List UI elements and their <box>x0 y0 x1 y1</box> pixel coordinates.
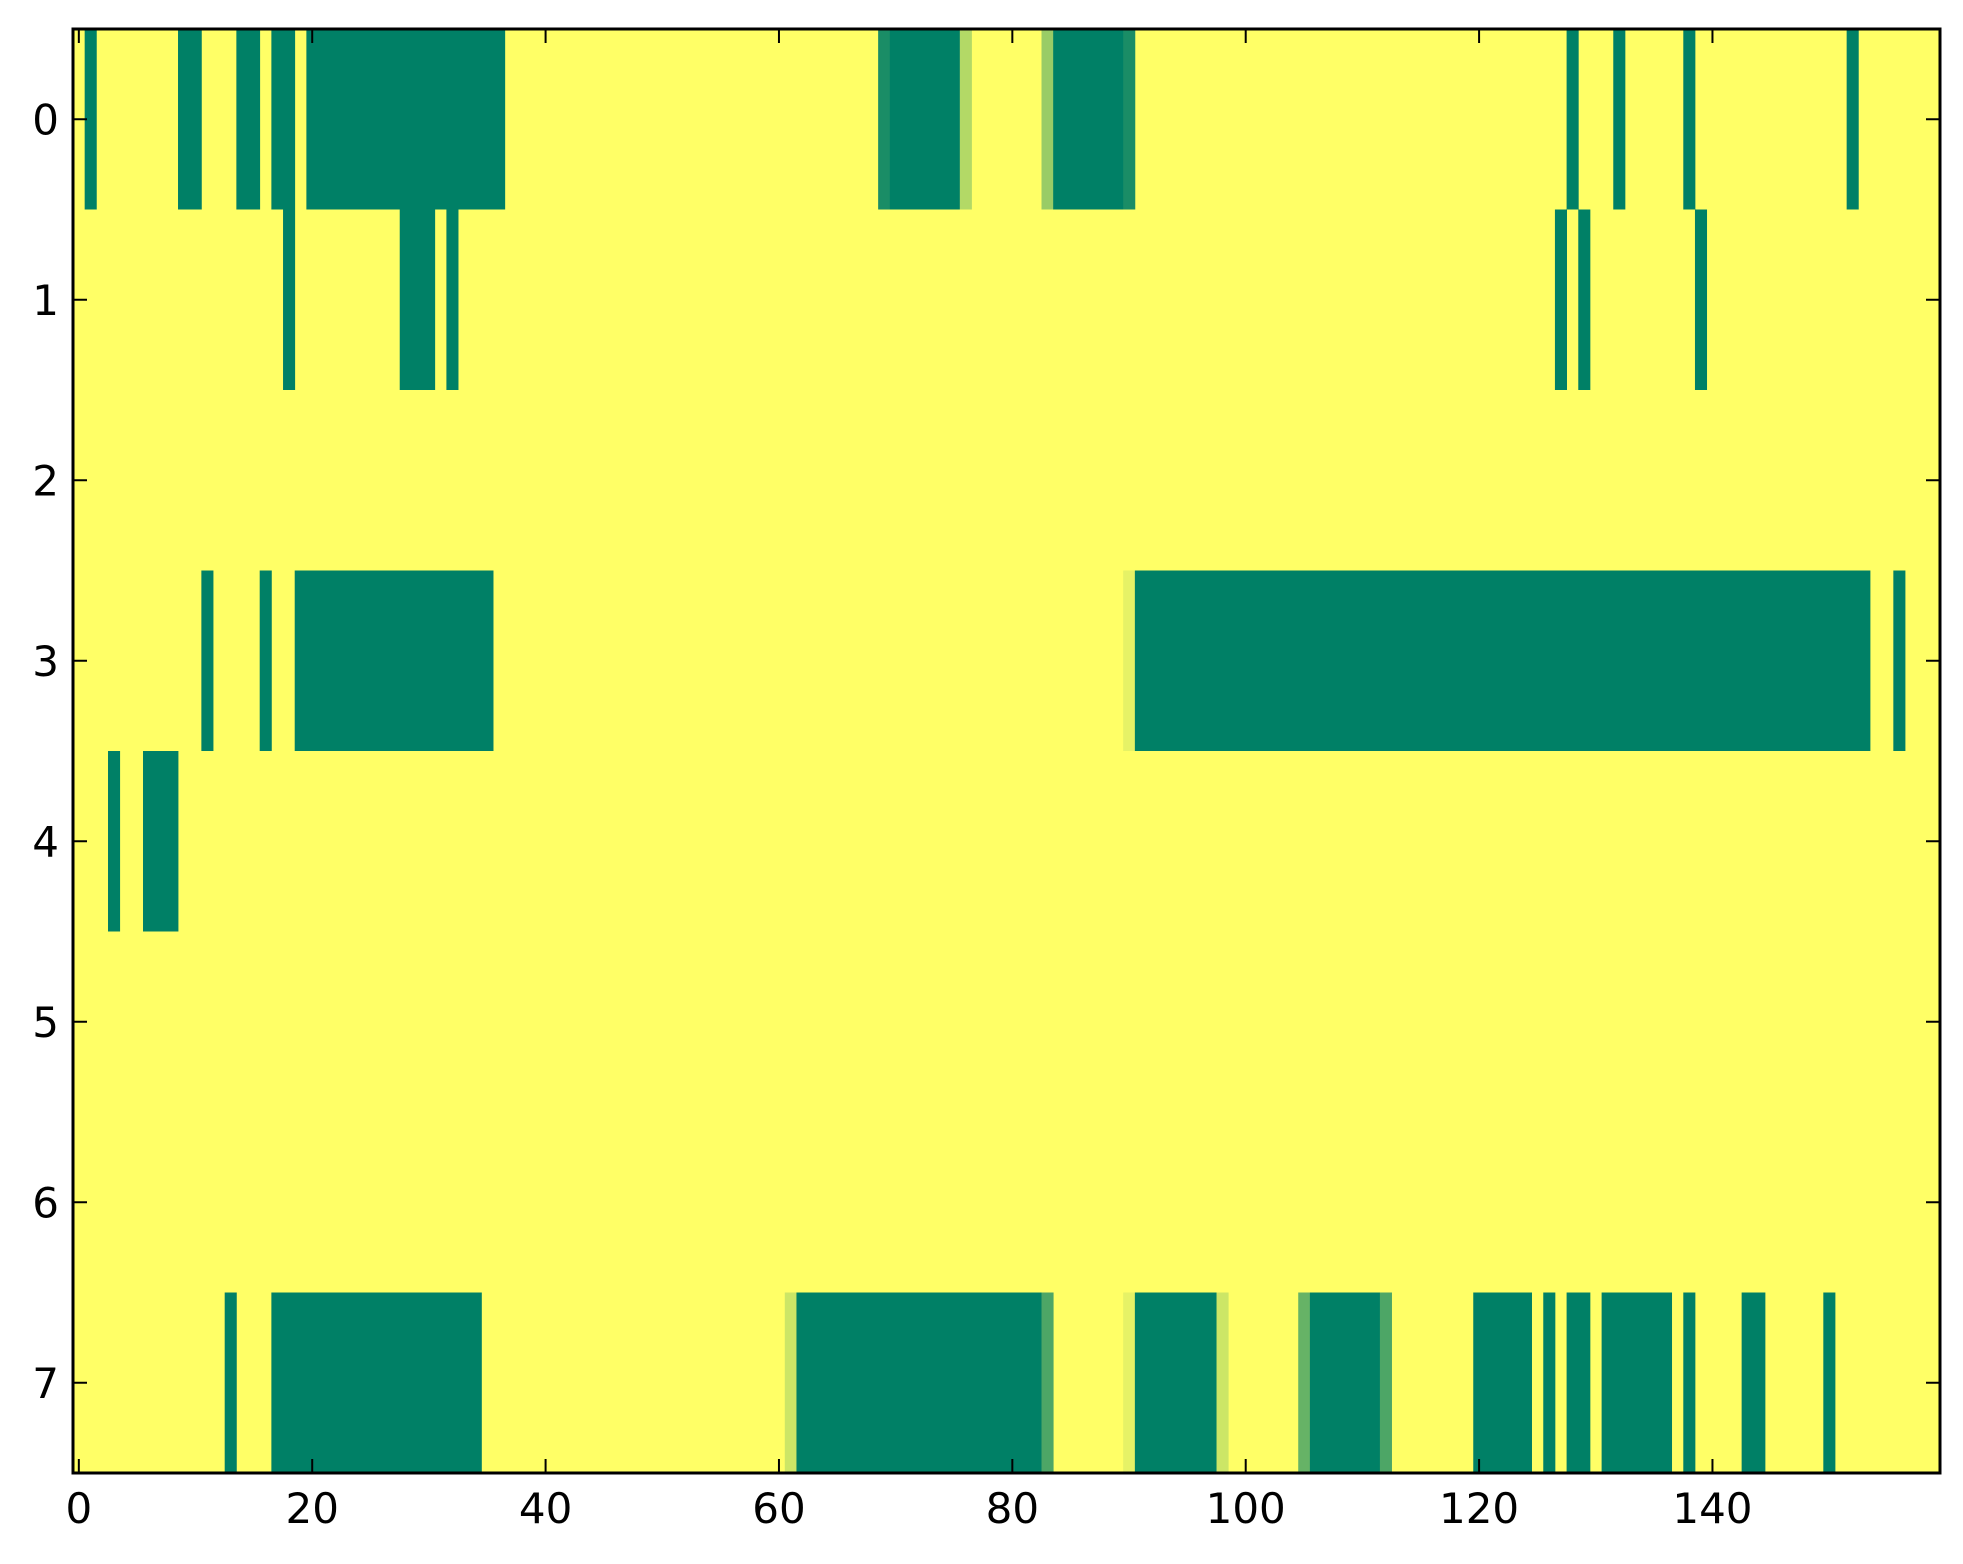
heatmap-cell-segment <box>178 29 202 210</box>
heatmap-cell-segment <box>201 570 214 751</box>
heatmap-cell-segment <box>1123 1292 1136 1473</box>
heatmap-cells <box>73 29 1940 1473</box>
heatmap-cell-segment <box>1613 29 1626 210</box>
y-axis-tick-labels: 0 1 2 3 4 5 6 7 <box>32 95 59 1408</box>
heatmap-cell-segment <box>294 570 494 751</box>
x-tick-label: 20 <box>285 1484 338 1533</box>
heatmap-cell-segment <box>143 751 179 932</box>
heatmap-cell-segment <box>1566 29 1579 210</box>
heatmap-cell-segment <box>84 29 97 210</box>
heatmap-cell-segment <box>283 209 296 390</box>
x-tick-label: 120 <box>1439 1484 1519 1533</box>
heatmap-cell-segment <box>224 1292 237 1473</box>
x-axis-tick-labels: 0 20 40 60 80 100 120 140 <box>65 1484 1752 1533</box>
heatmap-cell-segment <box>1554 209 1567 390</box>
heatmap-cell-segment <box>1566 1292 1591 1473</box>
heatmap-cell-segment <box>1216 1292 1229 1473</box>
heatmap-cell-segment <box>784 1292 797 1473</box>
heatmap-cell-segment <box>236 29 261 210</box>
heatmap-cell-segment <box>1543 1292 1556 1473</box>
heatmap-cell-segment <box>399 209 436 390</box>
heatmap-cell-segment <box>1041 1292 1054 1473</box>
y-tick-label: 0 <box>32 95 59 144</box>
heatmap-cell-segment <box>1683 29 1696 210</box>
heatmap-cell-segment <box>1893 570 1906 751</box>
x-tick-label: 0 <box>65 1484 92 1533</box>
plot-frame <box>71 27 1942 1475</box>
x-tick-label: 80 <box>986 1484 1039 1533</box>
heatmap-cell-segment <box>1298 1292 1311 1473</box>
heatmap-cell-segment <box>889 29 961 210</box>
heatmap-cell-segment <box>1134 1292 1217 1473</box>
heatmap-cell-segment <box>878 29 891 210</box>
heatmap-cell-segment <box>108 751 121 932</box>
heatmap-cell-segment <box>446 209 459 390</box>
heatmap-cell-segment <box>1134 570 1871 751</box>
y-tick-label: 6 <box>32 1178 59 1227</box>
x-tick-label: 40 <box>519 1484 572 1533</box>
heatmap-cell-segment <box>306 29 506 210</box>
heatmap-cell-segment <box>1578 209 1591 390</box>
y-tick-label: 7 <box>32 1359 59 1408</box>
heatmap-cell-segment <box>1846 29 1859 210</box>
heatmap-cell-segment <box>1601 1292 1673 1473</box>
y-tick-label: 3 <box>32 637 59 686</box>
y-tick-label: 2 <box>32 456 59 505</box>
axis-ticks <box>73 29 1940 1473</box>
heatmap-cell-segment <box>1473 1292 1532 1473</box>
y-tick-label: 5 <box>32 998 59 1047</box>
heatmap-cell-segment <box>1309 1292 1381 1473</box>
x-tick-label: 100 <box>1206 1484 1286 1533</box>
x-tick-label: 60 <box>752 1484 805 1533</box>
y-tick-label: 4 <box>32 817 59 866</box>
heatmap-cell-segment <box>259 570 272 751</box>
heatmap-cell-segment <box>959 29 972 210</box>
heatmap-cell-segment <box>1694 209 1708 390</box>
heatmap-cell-segment <box>1041 29 1054 210</box>
x-tick-label: 140 <box>1672 1484 1752 1533</box>
y-tick-label: 1 <box>32 276 59 325</box>
heatmap-cell-segment <box>1053 29 1124 210</box>
heatmap-cell-segment <box>1683 1292 1696 1473</box>
heatmap-cell-segment <box>271 1292 482 1473</box>
heatmap-cell-segment <box>1823 1292 1836 1473</box>
heatmap-cell-segment <box>1123 29 1136 210</box>
heatmap-cell-segment <box>1741 1292 1766 1473</box>
heatmap-cell-segment <box>1123 570 1136 751</box>
heatmap-cell-segment <box>796 1292 1042 1473</box>
heatmap-cell-segment <box>1379 1292 1392 1473</box>
heatmap-cell-segment <box>271 29 296 210</box>
